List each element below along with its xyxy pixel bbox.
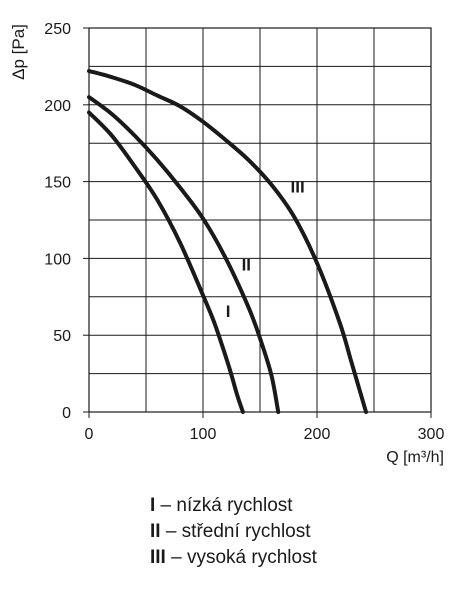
legend-item-medium-speed: II – střední rychlost [150,519,317,545]
y-tick-label: 150 [44,175,71,192]
legend-key: III [150,547,166,568]
legend-text: – nízká rychlost [155,495,293,516]
curve-label-i: I [226,302,231,321]
y-tick-label: 200 [44,98,71,115]
legend-text: – vysoká rychlost [165,547,317,568]
y-tick-label: 250 [44,21,71,38]
series-line-iii [87,69,369,414]
x-tick-label: 300 [418,426,445,443]
x-axis-label: Q [m³/h] [386,449,444,466]
x-tick-label: 100 [190,426,217,443]
tick-labels: 0 100 200 300 0 50 100 150 200 250 [44,21,444,443]
curve-label-ii: II [242,256,251,275]
series [87,69,369,414]
x-tick-label: 200 [304,426,331,443]
legend-item-high-speed: III – vysoká rychlost [150,545,317,571]
y-tick-label: 0 [62,405,71,422]
legend-text: – střední rychlost [160,521,311,542]
legend: I – nízká rychlost II – střední rychlost… [150,493,317,571]
legend-key: II [150,521,161,542]
curve-label-iii: III [291,177,305,196]
y-tick-label: 100 [44,251,71,268]
y-tick-label: 50 [53,328,71,345]
axes [83,27,432,418]
legend-item-low-speed: I – nízká rychlost [150,493,317,519]
legend-key: I [150,495,156,516]
series-line-i [87,110,245,414]
plot-frame [88,27,432,413]
x-tick-label: 0 [85,426,94,443]
series-line-ii [87,95,281,414]
y-axis-label: Δp [Pa] [9,24,28,80]
